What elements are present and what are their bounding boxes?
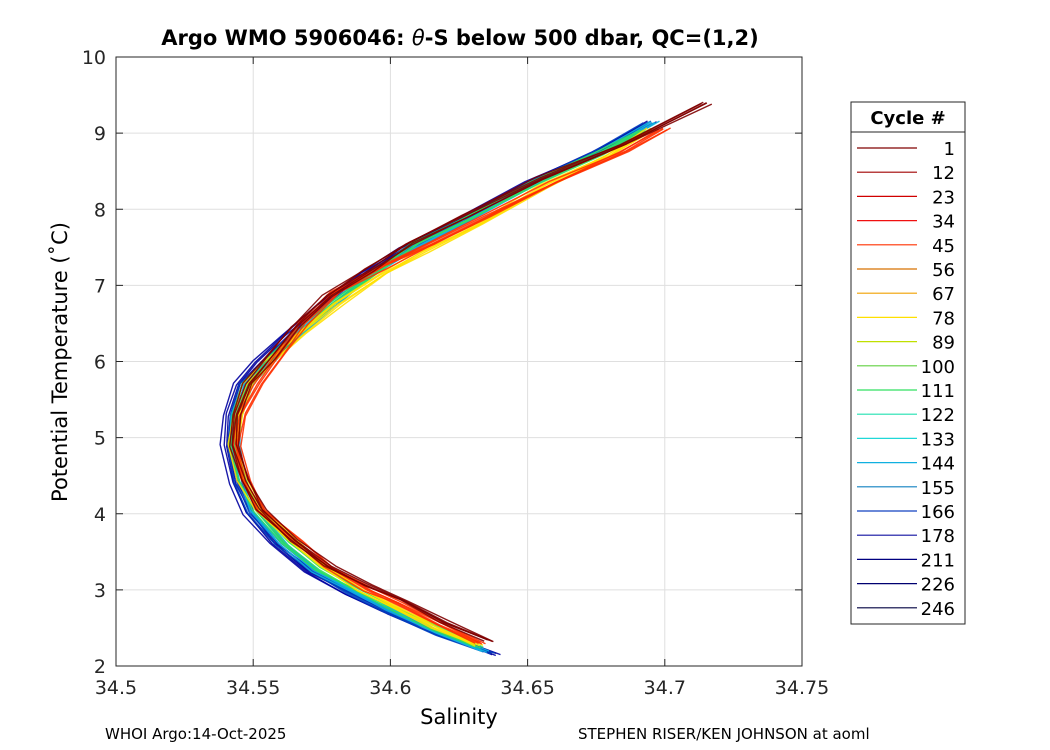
legend-label: 144 [921,454,955,475]
series-group [232,127,671,645]
y-tick-label: 5 [94,428,106,450]
chart-title-theta: θ [411,26,425,50]
axes: 34.5 34.55 34.6 34.65 34.7 34.75 2 3 4 5 6 7 8 9 10 [82,47,829,699]
series-group [229,101,713,643]
y-tick-label: 10 [82,47,106,69]
legend-label: 122 [921,405,955,426]
legend-label: 1 [944,139,955,160]
series-line [237,103,713,643]
legend-label: 166 [921,502,955,523]
grid-lines [115,56,803,667]
series-line [237,129,668,645]
legend-label: 246 [921,599,955,620]
legend-label: 23 [932,187,955,208]
legend-label: 226 [921,575,955,596]
x-tick-label: 34.6 [369,677,411,699]
legend-label: 155 [921,478,955,499]
chart-title-prefix: Argo WMO 5906046: [161,26,412,50]
series-line [236,128,664,644]
legend: Cycle # 1 12 23 34 45 56 67 78 89 100 111 122 133 144 1… [850,101,966,625]
legend-label: 78 [932,308,955,329]
x-tick-label: 34.7 [644,677,686,699]
plot-area [219,101,713,657]
legend-label: 211 [921,550,955,571]
legend-label: 56 [932,260,955,281]
y-tick-label: 2 [94,656,106,678]
y-tick-label: 7 [94,275,106,297]
y-tick-label: 4 [94,504,106,526]
y-tick-label: 6 [94,352,106,374]
chart-title: Argo WMO 5906046: θ-S below 500 dbar, QC… [115,26,805,50]
legend-label: 12 [932,163,955,184]
series-line [231,102,708,641]
legend-title: Cycle # [870,108,945,129]
series-line [234,127,664,645]
x-tick-label: 34.65 [500,677,554,699]
legend-label: 45 [932,236,955,257]
chart-title-suffix: -S below 500 dbar, QC=(1,2) [424,26,759,50]
footer-left: WHOI Argo:14-Oct-2025 [105,725,287,743]
legend-label: 111 [921,381,955,402]
series-line [236,127,658,646]
legend-label: 34 [932,212,955,233]
x-tick-label: 34.5 [95,677,137,699]
y-axis-label: Potential Temperature (˚C) [48,222,72,502]
y-tick-label: 3 [94,580,106,602]
legend-label: 133 [921,429,955,450]
x-tick-label: 34.55 [226,677,280,699]
x-tick-label: 34.75 [775,677,829,699]
y-tick-label: 9 [94,123,106,145]
legend-box [850,101,966,625]
legend-label: 89 [932,333,955,354]
legend-label: 67 [932,284,955,305]
y-tick-label: 8 [94,199,106,221]
legend-label: 100 [921,357,955,378]
x-axis-label: Salinity [420,705,498,729]
legend-label: 178 [921,526,955,547]
footer-right: STEPHEN RISER/KEN JOHNSON at aoml [578,725,870,743]
